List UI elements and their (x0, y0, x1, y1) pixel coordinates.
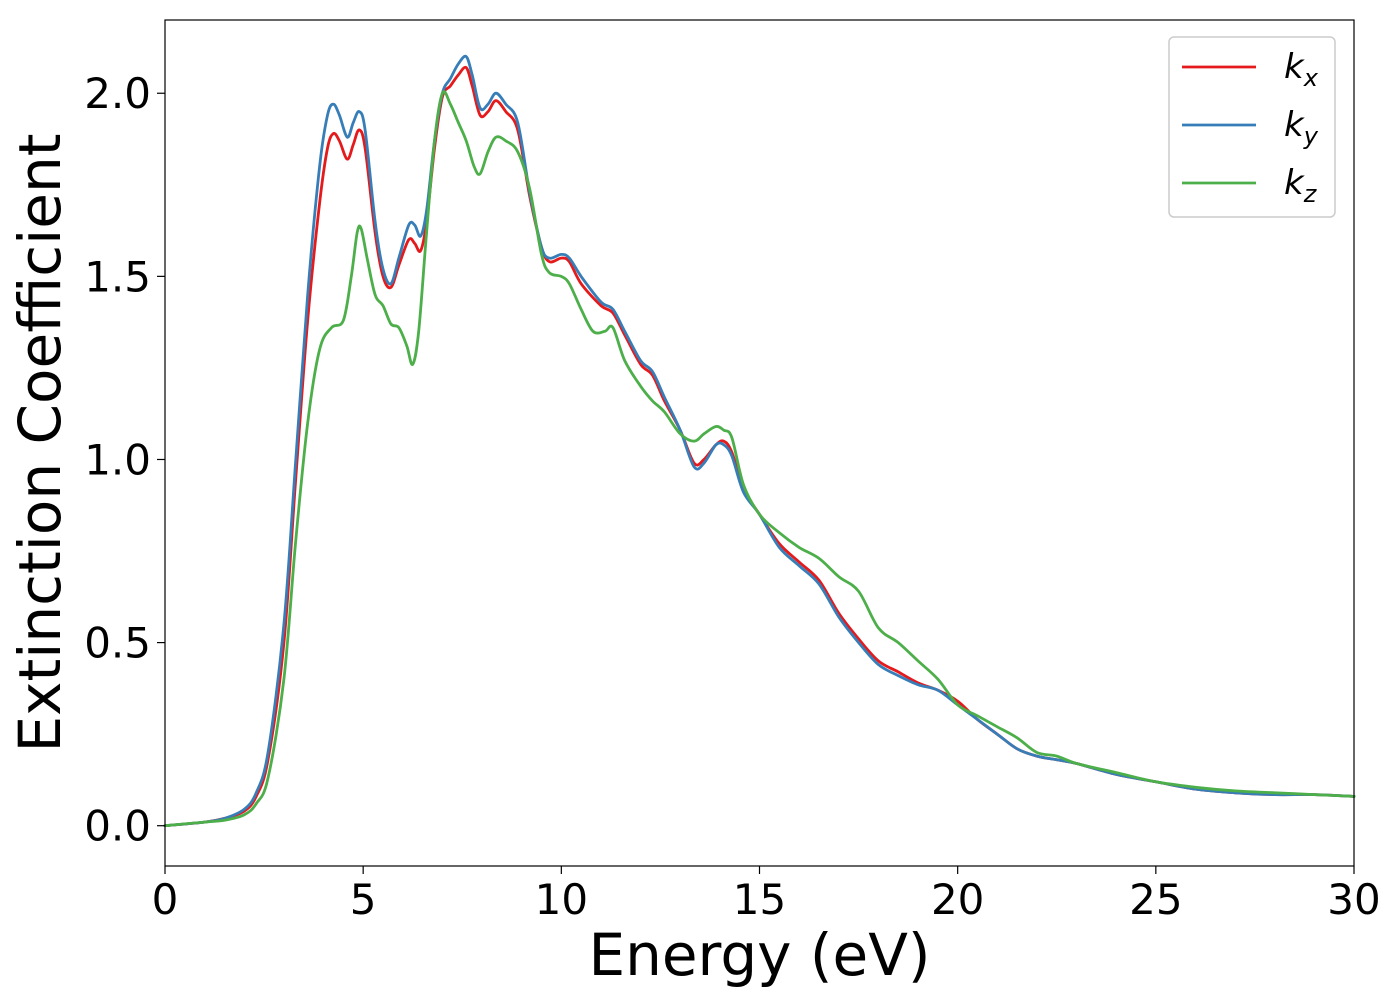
legend-label-kx: kx (1284, 47, 1319, 92)
x-tick-label: 10 (535, 875, 588, 924)
legend-entries: kx ky kz (1182, 47, 1319, 208)
plot-lines (163, 54, 1356, 828)
y-tick-label: 2.0 (84, 69, 151, 118)
legend-frame (1168, 36, 1336, 218)
series-line-ky (163, 54, 1356, 828)
series-line-kz (163, 90, 1356, 828)
y-tick-label: 1.5 (84, 252, 151, 301)
legend-label-ky: ky (1284, 105, 1319, 150)
legend-label-kz: kz (1284, 163, 1318, 208)
x-tick-label: 5 (350, 875, 377, 924)
legend: kx ky kz (1168, 36, 1336, 218)
x-tick-label: 0 (152, 875, 179, 924)
y-tick-label: 0.5 (84, 619, 151, 668)
y-axis-title: Extinction Coefficient (6, 134, 74, 753)
x-axis-title: Energy (eV) (588, 921, 930, 989)
x-axis-ticks: 0 5 10 15 20 25 30 (152, 866, 1381, 924)
y-tick-label: 0.0 (84, 802, 151, 851)
x-tick-label: 25 (1129, 875, 1182, 924)
y-axis-ticks: 0.0 0.5 1.0 1.5 2.0 (84, 69, 165, 851)
x-tick-label: 15 (733, 875, 786, 924)
y-tick-label: 1.0 (84, 435, 151, 484)
x-tick-label: 30 (1327, 875, 1380, 924)
x-tick-label: 20 (931, 875, 984, 924)
